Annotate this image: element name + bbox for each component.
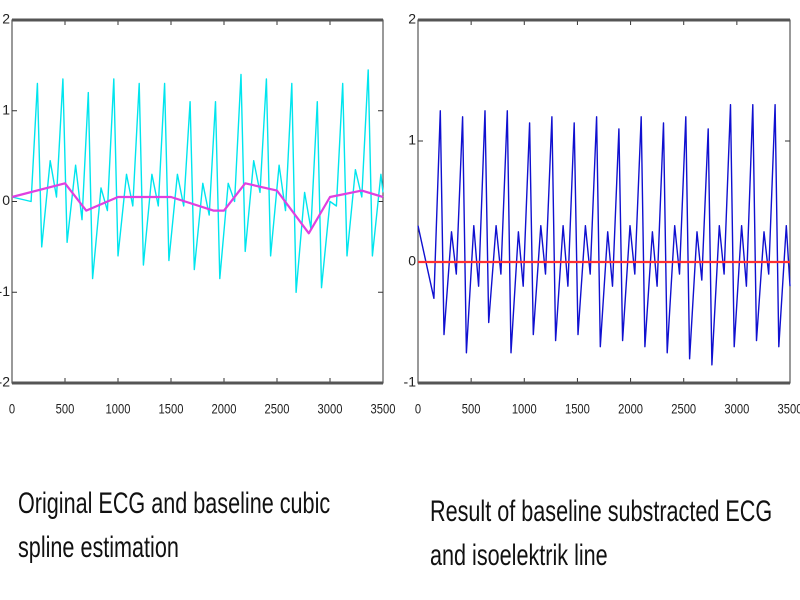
charts: 0 500 1000 1500 2000 2500 3000 3500 -2 -1 0 1 2 0 500 1… [0,11,800,417]
x-tick-label: 0 [415,402,421,417]
y-tick-label: 0 [408,253,416,269]
y-tick-label: -1 [404,374,417,390]
x-tick-label: 500 [56,402,75,417]
y-tick-label: -2 [0,374,10,390]
x-tick-label: 500 [462,402,481,417]
x-tick-label: 3000 [724,402,749,417]
data-line [11,182,384,235]
x-tick-label: 3500 [778,402,800,417]
plot-area [11,19,384,384]
y-tick-label: -1 [0,283,10,299]
x-tick-label: 0 [9,402,15,417]
data-line [417,104,791,366]
plot-area [417,19,791,384]
x-tick-label: 2000 [212,402,237,417]
data-line [11,69,384,293]
x-tick-label: 2500 [671,402,696,417]
y-tick-label: 1 [2,101,10,117]
caption: Original ECG and baseline cubic spline e… [18,487,331,564]
x-tick-label: 3500 [371,402,396,417]
x-tick-label: 1500 [565,402,590,417]
y-tick-label: 2 [2,11,10,27]
x-tick-label: 3000 [318,402,343,417]
y-tick-label: 1 [408,132,416,148]
x-tick-label: 1000 [106,402,131,417]
y-tick-label: 2 [408,11,416,27]
x-tick-label: 2000 [618,402,643,417]
y-tick-label: 0 [2,192,10,208]
caption: Result of baseline substracted ECG and i… [430,495,773,572]
x-tick-label: 1000 [512,402,537,417]
x-tick-label: 1500 [159,402,184,417]
x-tick-label: 2500 [265,402,290,417]
